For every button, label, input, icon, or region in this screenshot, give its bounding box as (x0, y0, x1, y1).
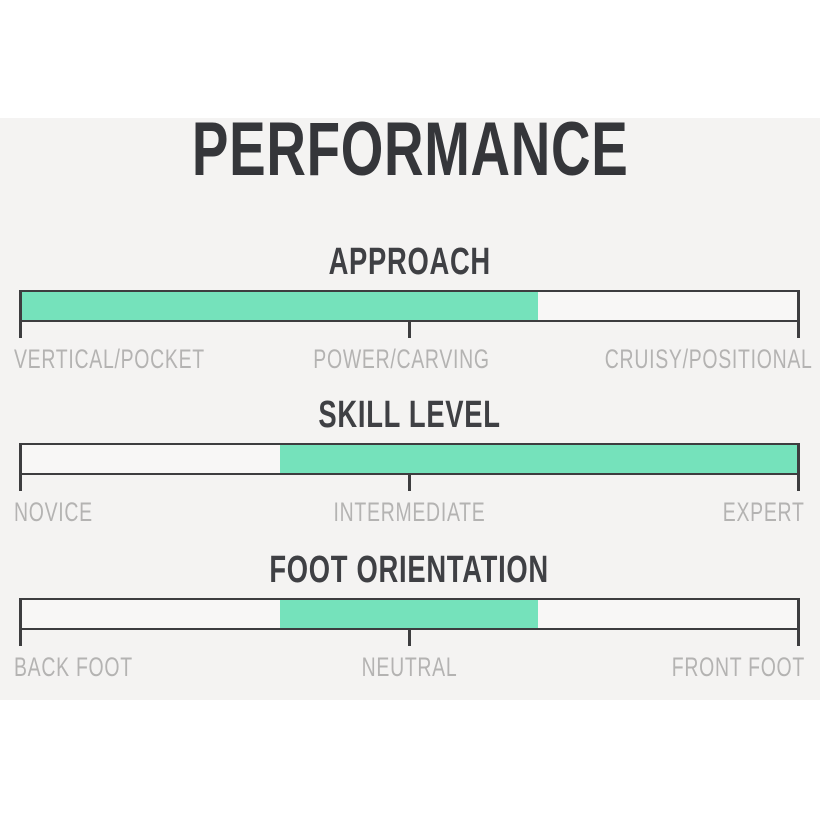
tick-center (408, 320, 411, 338)
gauge-approach-title: APPROACH (328, 241, 491, 283)
gauge-skill-level-title: SKILL LEVEL (318, 394, 501, 436)
scale-label-right: EXPERT (723, 497, 805, 527)
gauge-approach: APPROACH VERTICAL/POCKET POWER/CARVING C… (14, 240, 812, 390)
gauge-foot-orientation-trackwrap (19, 598, 800, 646)
page-title-text: PERFORMANCE (191, 107, 629, 192)
scale-label-left: NOVICE (14, 497, 93, 527)
gauge-foot-orientation: FOOT ORIENTATION BACK FOOT NEUTRAL FRONT… (14, 548, 804, 698)
tick-left (19, 443, 22, 491)
gauge-foot-orientation-labels: BACK FOOT NEUTRAL FRONT FOOT (14, 652, 805, 682)
tick-left (19, 598, 22, 646)
scale-label-center: POWER/CARVING (313, 344, 490, 374)
scale-label-center: NEUTRAL (361, 652, 458, 682)
gauge-skill-level: SKILL LEVEL NOVICE INTERMEDIATE EXPERT (14, 393, 804, 543)
tick-right (797, 598, 800, 646)
scale-label-right: CRUISY/POSITIONAL (604, 344, 813, 374)
gauge-skill-level-track (19, 443, 800, 475)
tick-right (797, 290, 800, 338)
gauge-skill-level-fill (279, 445, 798, 473)
tick-center (408, 628, 411, 646)
tick-center (408, 473, 411, 491)
scale-label-right: FRONT FOOT (671, 652, 805, 682)
gauge-approach-fill (21, 292, 538, 320)
gauge-skill-level-trackwrap (19, 443, 800, 491)
page-title: PERFORMANCE (0, 112, 820, 188)
gauge-foot-orientation-title: FOOT ORIENTATION (269, 549, 550, 591)
gauge-foot-orientation-fill (279, 600, 538, 628)
gauge-approach-labels: VERTICAL/POCKET POWER/CARVING CRUISY/POS… (14, 344, 812, 374)
tick-left (19, 290, 22, 338)
gauge-approach-track (19, 290, 800, 322)
tick-right (797, 443, 800, 491)
scale-label-left: VERTICAL/POCKET (14, 344, 205, 374)
scale-label-left: BACK FOOT (14, 652, 133, 682)
scale-label-center: INTERMEDIATE (333, 497, 486, 527)
gauge-foot-orientation-track (19, 598, 800, 630)
gauge-approach-trackwrap (19, 290, 800, 338)
gauge-skill-level-labels: NOVICE INTERMEDIATE EXPERT (14, 497, 805, 527)
